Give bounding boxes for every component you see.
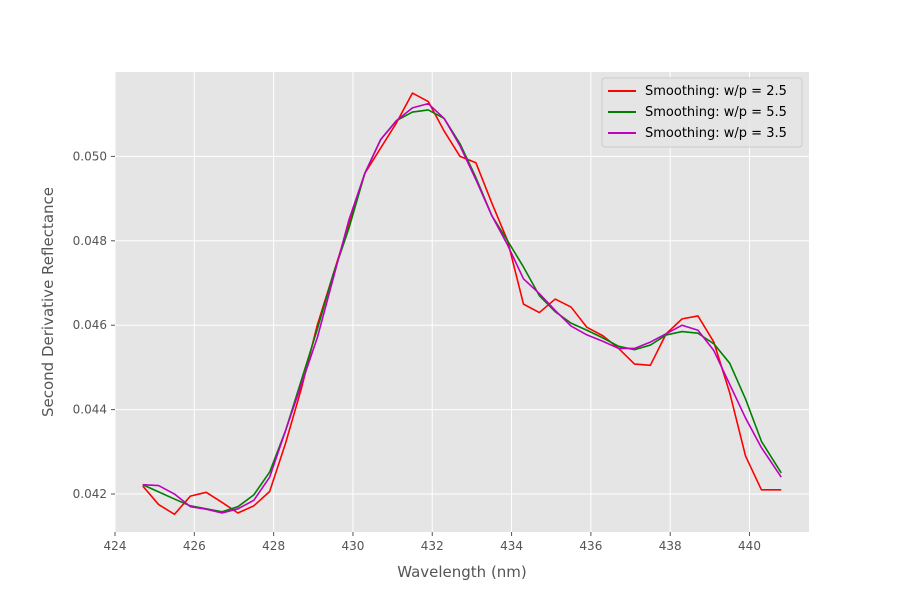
x-tick-label: 440 bbox=[738, 539, 761, 553]
legend-label-1: Smoothing: w/p = 2.5 bbox=[645, 84, 787, 99]
series-line-2 bbox=[142, 109, 782, 513]
x-tick-label: 426 bbox=[183, 539, 206, 553]
y-axis-ticks: 0.042 0.044 0.046 0.048 0.050 bbox=[73, 149, 115, 501]
legend-label-3: Smoothing: w/p = 3.5 bbox=[645, 126, 787, 141]
x-tick-label: 428 bbox=[262, 539, 285, 553]
legend-box bbox=[601, 77, 803, 148]
y-tick-label: 0.050 bbox=[73, 149, 107, 163]
grid-lines bbox=[114, 72, 809, 532]
x-tick-label: 436 bbox=[579, 539, 602, 553]
series-line-1 bbox=[142, 92, 782, 516]
legend: Smoothing: w/p = 2.5 Smoothing: w/p = 5.… bbox=[601, 77, 803, 148]
x-tick-label: 434 bbox=[500, 539, 523, 553]
x-tick-label: 438 bbox=[659, 539, 682, 553]
y-tick-label: 0.042 bbox=[73, 487, 107, 501]
x-tick-label: 424 bbox=[104, 539, 127, 553]
y-tick-label: 0.048 bbox=[73, 234, 107, 248]
x-tick-label: 430 bbox=[341, 539, 364, 553]
legend-label-2: Smoothing: w/p = 5.5 bbox=[645, 105, 787, 120]
x-axis-title: Wavelength (nm) bbox=[397, 563, 527, 581]
x-tick-label: 432 bbox=[421, 539, 444, 553]
x-axis-ticks: 424 426 428 430 432 434 436 438 440 bbox=[104, 532, 761, 553]
y-tick-label: 0.044 bbox=[73, 403, 107, 417]
y-axis-title: Second Derivative Reflectance bbox=[39, 187, 57, 417]
y-tick-label: 0.046 bbox=[73, 318, 107, 332]
series-line-3 bbox=[142, 102, 782, 514]
series-lines bbox=[142, 92, 782, 516]
